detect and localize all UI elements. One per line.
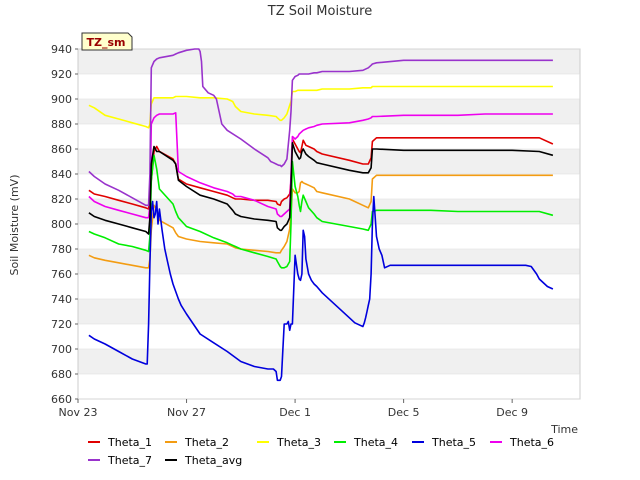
legend-label-theta-1: Theta_1 — [107, 436, 152, 449]
x-tick-label: Nov 23 — [59, 406, 98, 419]
x-tick-label: Dec 1 — [279, 406, 311, 419]
y-axis: 660 680 700 720 740 760 780 800 820 840 860 880 900 9… — [51, 43, 580, 406]
y-tick-label: 920 — [51, 68, 72, 81]
y-tick-label: 880 — [51, 118, 72, 131]
grid-band — [78, 124, 580, 149]
legend-label-theta-avg: Theta_avg — [184, 454, 242, 467]
x-axis: Nov 23 Nov 27 Dec 1 Dec 5 Dec 9 — [59, 399, 528, 419]
y-tick-label: 660 — [51, 393, 72, 406]
y-tick-label: 860 — [51, 143, 72, 156]
grid-band — [78, 274, 580, 299]
series-line-theta-6 — [88, 112, 553, 219]
grid-band — [78, 374, 580, 399]
legend-label-theta-6: Theta_6 — [509, 436, 554, 449]
x-tick-label: Dec 9 — [496, 406, 528, 419]
grid-band — [78, 99, 580, 124]
chart-title: TZ Soil Moisture — [267, 4, 373, 19]
series-line-theta-3 — [88, 85, 553, 129]
y-axis-label: Soil Moisture (mV) — [8, 175, 21, 276]
grid-band — [78, 299, 580, 324]
grid-band — [78, 349, 580, 374]
badge-box — [81, 32, 133, 51]
y-tick-label: 820 — [51, 193, 72, 206]
legend-label-theta-4: Theta_4 — [353, 436, 398, 449]
series-line-theta-7 — [88, 48, 553, 207]
y-tick-label: 700 — [51, 343, 72, 356]
y-tick-label: 780 — [51, 243, 72, 256]
grid-band — [78, 324, 580, 349]
y-tick-label: 900 — [51, 93, 72, 106]
legend-label-theta-2: Theta_2 — [184, 436, 229, 449]
legend: Theta_1 Theta_2 Theta_3 Theta_4 Theta_5 Theta… — [88, 436, 554, 467]
badge-label: TZ_sm — [87, 36, 126, 49]
y-tick-label: 720 — [51, 318, 72, 331]
x-axis-label: Time — [550, 423, 578, 436]
grid-band — [78, 249, 580, 274]
y-tick-label: 940 — [51, 43, 72, 56]
series-line-theta-avg — [88, 142, 554, 235]
y-tick-label: 740 — [51, 293, 72, 306]
grid-band — [78, 224, 580, 249]
station-badge: TZ_sm — [81, 32, 133, 51]
series-line-theta-4 — [88, 154, 554, 269]
grid-bands — [78, 49, 580, 399]
grid-band — [78, 49, 580, 74]
x-tick-label: Dec 5 — [388, 406, 420, 419]
grid-band — [78, 174, 580, 199]
legend-label-theta-7: Theta_7 — [107, 454, 152, 467]
series-lines — [88, 48, 554, 382]
y-tick-label: 680 — [51, 368, 72, 381]
y-tick-label: 800 — [51, 218, 72, 231]
series-line-theta-5 — [88, 195, 554, 382]
legend-label-theta-5: Theta_5 — [431, 436, 476, 449]
y-tick-label: 760 — [51, 268, 72, 281]
y-tick-label: 840 — [51, 168, 72, 181]
x-tick-label: Nov 27 — [167, 406, 206, 419]
legend-label-theta-3: Theta_3 — [276, 436, 321, 449]
series-line-theta-2 — [88, 174, 553, 269]
